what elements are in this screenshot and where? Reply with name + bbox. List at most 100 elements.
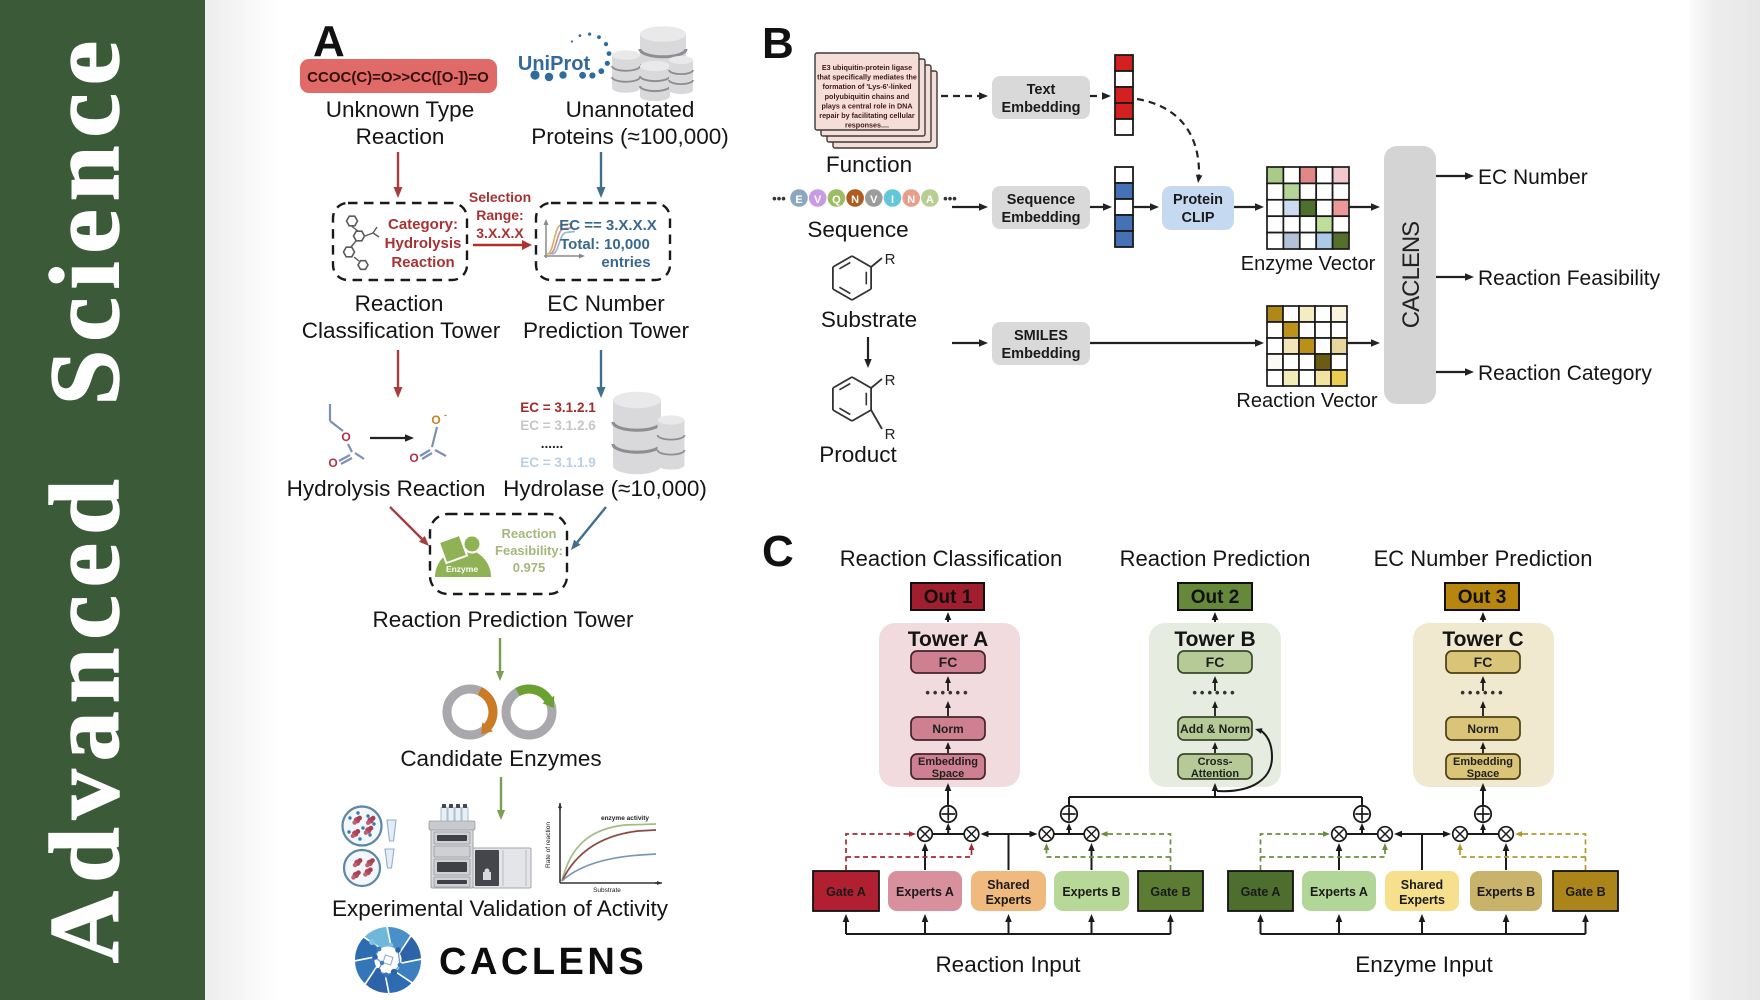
svg-text:Experts A: Experts A xyxy=(896,885,954,899)
svg-text:SMILES: SMILES xyxy=(1014,328,1068,344)
svg-text:Q: Q xyxy=(832,194,841,206)
svg-text:Reaction: Reaction xyxy=(502,526,557,541)
svg-text:E3 ubiquitin-protein ligase: E3 ubiquitin-protein ligase xyxy=(822,63,912,72)
svg-text:FC: FC xyxy=(939,654,958,670)
svg-text:repair by facilitating cellula: repair by facilitating cellular xyxy=(819,111,915,120)
svg-text:Text: Text xyxy=(1027,82,1056,98)
svg-text:O: O xyxy=(328,456,337,470)
svg-text:Substrate: Substrate xyxy=(593,887,621,894)
svg-text:UniProt: UniProt xyxy=(518,53,591,75)
svg-text:E: E xyxy=(795,194,802,206)
svg-text:Sequence: Sequence xyxy=(807,217,908,242)
svg-text:Sequence: Sequence xyxy=(1007,192,1076,208)
svg-text:Substrate: Substrate xyxy=(821,307,917,332)
svg-text:Out 1: Out 1 xyxy=(924,587,973,608)
svg-text:Embedding: Embedding xyxy=(1002,346,1081,362)
svg-text:polyubiquitin chains and: polyubiquitin chains and xyxy=(825,92,910,101)
svg-text:O: O xyxy=(409,451,418,465)
svg-text:Enzyme Input: Enzyme Input xyxy=(1355,952,1493,977)
svg-text:Reaction Input: Reaction Input xyxy=(935,952,1081,977)
svg-text:Space: Space xyxy=(932,768,964,780)
svg-text:FC: FC xyxy=(1474,654,1493,670)
svg-text:Gate A: Gate A xyxy=(1241,885,1281,899)
svg-text:3.X.X.X: 3.X.X.X xyxy=(476,225,524,241)
svg-text:0.975: 0.975 xyxy=(513,560,546,575)
svg-text:Prediction Tower: Prediction Tower xyxy=(523,318,689,343)
svg-text:Gate B: Gate B xyxy=(1565,885,1605,899)
svg-text:Reaction: Reaction xyxy=(356,124,445,149)
svg-text:Tower B: Tower B xyxy=(1174,628,1255,651)
svg-text:Feasibility:: Feasibility: xyxy=(495,543,563,558)
svg-text:Shared: Shared xyxy=(1401,878,1443,892)
svg-text:EC = 3.1.2.6: EC = 3.1.2.6 xyxy=(520,418,596,433)
svg-text:Gate A: Gate A xyxy=(826,885,866,899)
svg-text:Reaction Vector: Reaction Vector xyxy=(1236,390,1378,412)
svg-text:Space: Space xyxy=(1467,768,1499,780)
svg-text:V: V xyxy=(870,194,878,206)
svg-text:••••••: •••••• xyxy=(925,685,970,700)
svg-text:formation of 'Lys-6'-linked: formation of 'Lys-6'-linked xyxy=(822,82,911,91)
svg-text:-: - xyxy=(444,410,447,420)
svg-text:Proteins (≈100,000): Proteins (≈100,000) xyxy=(531,124,728,149)
svg-text:Hydrolase (≈10,000): Hydrolase (≈10,000) xyxy=(503,476,707,501)
svg-text:••••••: •••••• xyxy=(1192,685,1237,700)
svg-text:Embedding: Embedding xyxy=(1453,756,1513,768)
svg-text:••••••: •••••• xyxy=(1460,685,1505,700)
svg-text:Advanced Science: Advanced Science xyxy=(29,33,140,963)
svg-text:N: N xyxy=(907,194,915,206)
svg-text:V: V xyxy=(814,194,822,206)
svg-text:Experts: Experts xyxy=(1399,893,1445,907)
svg-text:Experts: Experts xyxy=(986,893,1032,907)
svg-text:CLIP: CLIP xyxy=(1181,210,1214,226)
svg-text:Protein: Protein xyxy=(1173,192,1223,208)
svg-text:Tower A: Tower A xyxy=(908,628,989,651)
svg-text:Reaction: Reaction xyxy=(391,254,454,271)
svg-text:Classification Tower: Classification Tower xyxy=(302,318,501,343)
svg-text:Reaction: Reaction xyxy=(355,291,444,316)
svg-text:N: N xyxy=(851,194,859,206)
svg-text:R: R xyxy=(885,372,896,389)
svg-text:B: B xyxy=(762,19,794,68)
svg-text:Out 2: Out 2 xyxy=(1191,587,1240,608)
svg-text:Function: Function xyxy=(826,152,912,177)
svg-text:EC Number: EC Number xyxy=(1478,166,1588,189)
svg-text:Reaction Classification: Reaction Classification xyxy=(840,546,1063,571)
svg-text:Tower C: Tower C xyxy=(1442,628,1523,651)
svg-text:Experts A: Experts A xyxy=(1310,885,1368,899)
svg-text:Experts B: Experts B xyxy=(1477,885,1535,899)
svg-text:EC == 3.X.X.X: EC == 3.X.X.X xyxy=(559,217,657,234)
svg-text:Out 3: Out 3 xyxy=(1458,587,1507,608)
svg-text:EC = 3.1.2.1: EC = 3.1.2.1 xyxy=(520,400,596,415)
svg-text:Embedding: Embedding xyxy=(1002,210,1081,226)
svg-text:Cross-: Cross- xyxy=(1198,756,1233,768)
svg-text:enzyme activity: enzyme activity xyxy=(601,815,649,822)
svg-text:CACLENS: CACLENS xyxy=(439,941,647,983)
svg-text:Candidate Enzymes: Candidate Enzymes xyxy=(400,746,601,771)
svg-text:•••: ••• xyxy=(943,191,957,206)
svg-text:Experts B: Experts B xyxy=(1062,885,1120,899)
svg-text:Enzyme Vector: Enzyme Vector xyxy=(1241,253,1376,275)
svg-text:Hydrolysis: Hydrolysis xyxy=(385,235,462,252)
svg-text:Range:: Range: xyxy=(476,207,523,223)
svg-text:Experimental Validation of Act: Experimental Validation of Activity xyxy=(332,896,669,921)
svg-text:plays a central role in DNA: plays a central role in DNA xyxy=(821,101,912,110)
svg-text:Enzyme: Enzyme xyxy=(446,564,478,574)
svg-text:CACLENS: CACLENS xyxy=(1398,222,1425,328)
svg-text:FC: FC xyxy=(1206,654,1225,670)
svg-text:Reaction Category: Reaction Category xyxy=(1478,362,1652,385)
svg-text:Unknown Type: Unknown Type xyxy=(326,97,474,122)
svg-text:O: O xyxy=(341,430,350,444)
svg-text:EC Number: EC Number xyxy=(547,291,665,316)
svg-text:EC Number Prediction: EC Number Prediction xyxy=(1374,546,1593,571)
svg-text:Total: 10,000: Total: 10,000 xyxy=(560,236,650,253)
svg-text:R: R xyxy=(885,251,896,268)
svg-text:Rate of reaction: Rate of reaction xyxy=(545,822,552,868)
svg-text:•••: ••• xyxy=(772,191,786,206)
svg-text:CCOC(C)=O>>CC([O-])=O: CCOC(C)=O>>CC([O-])=O xyxy=(307,69,489,86)
svg-text:C: C xyxy=(762,527,794,576)
svg-text:that specifically mediates the: that specifically mediates the xyxy=(817,73,917,82)
svg-text:R: R xyxy=(885,426,896,443)
svg-text:Attention: Attention xyxy=(1191,768,1240,780)
svg-text:Reaction Feasibility: Reaction Feasibility xyxy=(1478,267,1661,290)
svg-text:Hydrolysis Reaction: Hydrolysis Reaction xyxy=(287,476,486,501)
